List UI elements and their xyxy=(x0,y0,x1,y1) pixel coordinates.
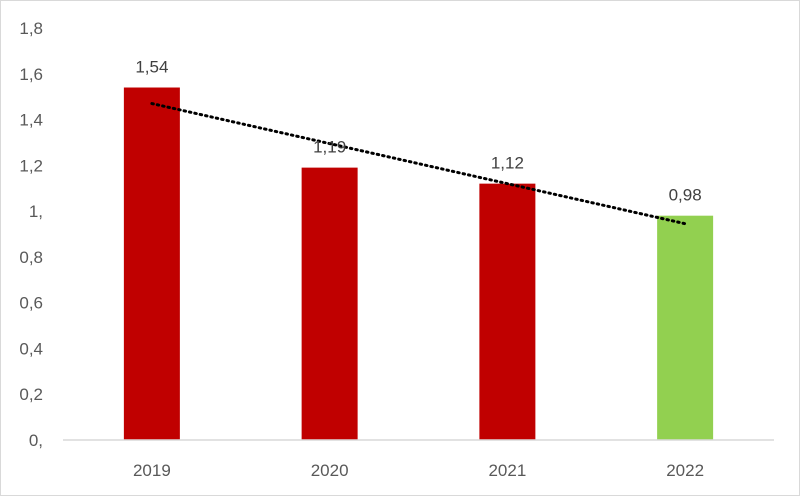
y-tick-label: 1,4 xyxy=(19,111,43,130)
data-labels: 1,54 1,19 1,12 0,98 xyxy=(135,58,701,205)
x-tick-label: 2022 xyxy=(666,461,704,480)
bar-2022 xyxy=(657,215,714,440)
y-tick-label: 0,6 xyxy=(19,294,43,313)
x-tick-label: 2020 xyxy=(311,461,349,480)
x-tick-label: 2021 xyxy=(488,461,526,480)
data-label-2019: 1,54 xyxy=(135,58,168,77)
y-tick-label: 0, xyxy=(29,431,43,450)
bar-2019 xyxy=(123,87,180,440)
data-label-2022: 0,98 xyxy=(669,186,702,205)
y-tick-label: 0,2 xyxy=(19,385,43,404)
y-tick-label: 0,8 xyxy=(19,248,43,267)
y-axis-ticks: 0, 0,2 0,4 0,6 0,8 1, 1,2 1,4 1,6 1,8 xyxy=(19,19,43,450)
trendline xyxy=(150,102,687,226)
bars xyxy=(123,87,714,440)
data-label-2021: 1,12 xyxy=(491,154,524,173)
x-tick-label: 2019 xyxy=(133,461,171,480)
data-label-2020: 1,19 xyxy=(313,138,346,157)
x-axis-ticks: 2019 2020 2021 2022 xyxy=(133,461,704,480)
trendline-line xyxy=(150,102,687,226)
y-tick-label: 1,6 xyxy=(19,65,43,84)
bar-2020 xyxy=(301,167,358,440)
y-tick-label: 0,4 xyxy=(19,339,43,358)
y-tick-label: 1, xyxy=(29,202,43,221)
y-tick-label: 1,8 xyxy=(19,19,43,38)
y-tick-label: 1,2 xyxy=(19,156,43,175)
bar-2021 xyxy=(479,183,536,440)
